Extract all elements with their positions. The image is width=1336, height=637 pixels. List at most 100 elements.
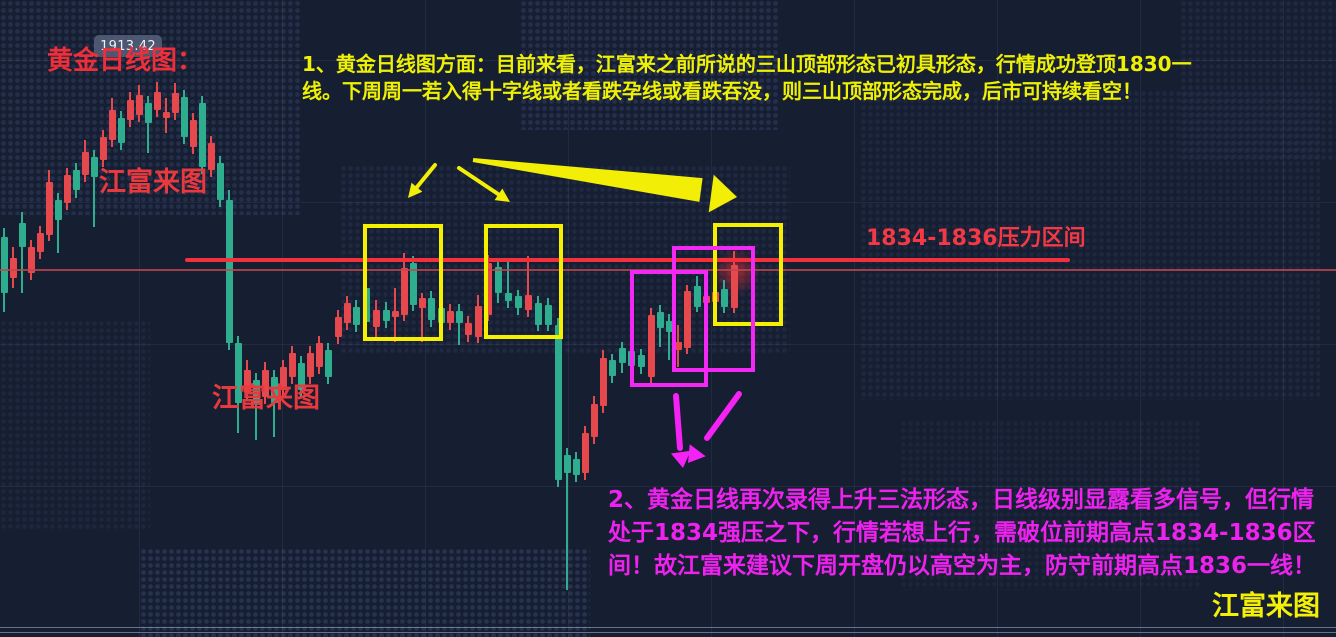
candle-body <box>1 237 8 293</box>
candle-body <box>217 163 224 200</box>
grid-vline <box>1283 0 1284 637</box>
note2-line-1: 2、黄金日线再次录得上升三法形态，日线级别显露看多信号，但行情 <box>608 487 1315 513</box>
candle-body <box>145 103 152 123</box>
grid-vline <box>568 0 569 637</box>
candle-body <box>666 321 673 332</box>
dot-patch <box>0 320 150 530</box>
pattern-box-yellow <box>713 223 783 326</box>
pattern-box-yellow <box>484 224 563 339</box>
candle-body <box>545 305 552 325</box>
candle-body <box>609 360 616 376</box>
candle-body <box>199 103 206 167</box>
candle-body <box>344 303 351 323</box>
pattern-box-magenta <box>630 270 708 387</box>
candle-body <box>46 182 53 235</box>
grid-vline <box>282 0 283 637</box>
candle-body <box>675 342 682 350</box>
watermark: 江富来图 <box>212 383 320 414</box>
chart-title: 黄金日线图： <box>47 46 204 76</box>
candle-body <box>64 175 71 203</box>
dot-patch <box>1180 0 1336 160</box>
dot-patch <box>900 420 1200 590</box>
candle-wick <box>507 258 509 308</box>
pattern-box-yellow <box>363 224 443 341</box>
candle-body <box>410 263 417 305</box>
candle-body <box>648 315 655 377</box>
candle-body <box>465 323 472 335</box>
yellow-arrow-2 <box>457 166 500 196</box>
magenta-arrow-2 <box>704 391 742 441</box>
yellow-arrow-3-head <box>708 174 737 213</box>
grid-vline <box>139 0 140 637</box>
candle-body <box>505 293 512 301</box>
candle-body <box>154 92 161 110</box>
candle-body <box>208 143 215 170</box>
grid-vline <box>997 0 998 637</box>
grid-hline <box>0 60 1336 61</box>
candle-body <box>55 200 62 220</box>
candle-wick <box>273 370 275 437</box>
note1-line-1: 1、黄金日线图方面：目前来看，江富来之前所说的三山顶部形态已初具形态，行情成功登… <box>302 52 1192 76</box>
candle-body <box>118 118 125 143</box>
price-tooltip: 1913.42 <box>94 35 162 57</box>
candle-body <box>373 310 380 327</box>
candle-body <box>555 325 562 480</box>
candle-body <box>316 343 323 367</box>
candle-body <box>694 286 701 307</box>
candle-body <box>307 353 314 377</box>
candle-body <box>280 367 287 390</box>
candle-body <box>475 306 482 337</box>
candle-body <box>428 298 435 320</box>
candle-body <box>619 348 626 363</box>
candle-body <box>591 404 598 437</box>
candle-body <box>28 247 35 273</box>
candle-body <box>289 353 296 377</box>
analysis-note-1: 1、黄金日线图方面：目前来看，江富来之前所说的三山顶部形态已初具形态，行情成功登… <box>302 51 1192 105</box>
candle-wick <box>57 193 59 253</box>
grid-vline <box>1140 0 1141 637</box>
candle-body <box>127 100 134 120</box>
candle-body <box>495 267 502 293</box>
magenta-arrow-1 <box>673 393 683 451</box>
dot-patch <box>140 548 590 637</box>
candle-body <box>226 200 233 343</box>
candle-body <box>684 291 691 348</box>
candle-body <box>136 95 143 115</box>
candle-body <box>564 455 571 473</box>
watermark: 江富来图 <box>1212 591 1320 622</box>
candle-body <box>10 258 17 278</box>
candle-body <box>721 289 728 307</box>
yellow-arrow-3 <box>472 158 703 202</box>
candle-body <box>419 298 426 308</box>
analysis-note-2: 2、黄金日线再次录得上升三法形态，日线级别显露看多信号，但行情 处于1834强压… <box>608 484 1316 583</box>
candle-body <box>638 355 645 367</box>
candle-body <box>401 268 408 315</box>
candle-wick <box>93 150 95 227</box>
magenta-arrow-1-head <box>670 450 691 468</box>
resistance-line[interactable] <box>185 258 1070 262</box>
tooltip-price-value: 1913.42 <box>100 38 156 54</box>
grid-hline <box>0 202 1336 203</box>
candle-body <box>657 312 664 328</box>
candle-body <box>298 363 305 390</box>
candle-wick <box>255 373 257 440</box>
candle-body <box>163 112 170 118</box>
candle-body <box>515 296 522 308</box>
candle-wick <box>458 304 460 345</box>
candle-body <box>100 137 107 160</box>
candle-body <box>82 152 89 175</box>
candle-body <box>456 311 463 323</box>
candle-body <box>353 307 360 325</box>
candle-body <box>37 233 44 252</box>
dot-patch <box>520 0 780 130</box>
candle-body <box>582 433 589 473</box>
candle-body <box>271 377 278 403</box>
chart-bottom-line <box>0 632 1336 633</box>
candle-body <box>325 350 332 377</box>
candle-body <box>573 459 580 475</box>
candle-body <box>485 263 492 315</box>
